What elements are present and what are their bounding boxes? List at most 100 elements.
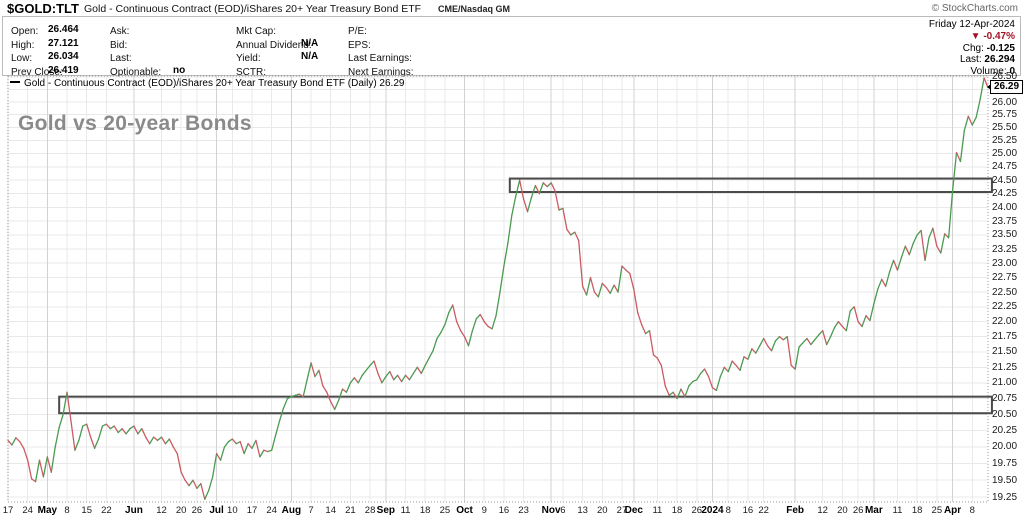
price-line-segment — [314, 369, 320, 378]
x-axis-day-label: 20 — [175, 505, 187, 516]
price-line-segment — [282, 397, 289, 409]
price-line-segment — [440, 323, 446, 334]
price-line-segment — [369, 360, 375, 367]
price-line-segment — [121, 428, 127, 435]
x-axis-month-label: 2024 — [701, 505, 724, 516]
price-line-segment — [538, 182, 544, 195]
chart-annotation-title: Gold vs 20-year Bonds — [18, 112, 252, 135]
x-axis-day-label: 14 — [325, 505, 336, 516]
y-axis-label: 23.50 — [992, 229, 1018, 241]
x-axis-day-label: 17 — [246, 505, 258, 516]
x-axis-day-label: 18 — [419, 505, 431, 516]
price-line-segment — [542, 182, 548, 188]
x-axis-day-label: 20 — [597, 505, 608, 516]
price-line-segment — [180, 471, 186, 481]
price-line-segment — [377, 372, 383, 384]
price-line-segment — [550, 182, 556, 192]
quote-field-value: no — [173, 64, 186, 76]
price-line-segment — [546, 182, 552, 188]
price-line-segment — [841, 325, 847, 332]
price-line-segment — [58, 413, 64, 429]
price-line-segment — [353, 377, 359, 384]
price-line-segment — [424, 357, 430, 367]
price-line-segment — [621, 265, 627, 271]
price-line-segment — [176, 452, 182, 473]
x-axis-day-label: 7 — [308, 505, 314, 516]
price-line-segment — [688, 380, 694, 387]
price-line-segment — [62, 391, 68, 416]
price-line-segment — [475, 313, 481, 320]
price-line-segment — [928, 227, 934, 239]
price-line-segment — [70, 420, 76, 451]
quote-date: Friday 12-Apr-2024 — [928, 19, 1015, 30]
price-line-segment — [786, 336, 792, 367]
price-line-segment — [581, 285, 588, 296]
price-line-segment — [27, 459, 33, 480]
x-axis-day-label: 6 — [560, 505, 566, 516]
price-line-segment — [904, 245, 910, 256]
price-line-segment — [759, 337, 765, 347]
quote-field-label: Next Earnings: — [348, 66, 414, 78]
price-line-segment — [192, 479, 198, 490]
price-line-segment — [467, 330, 474, 347]
price-line-segment — [971, 116, 977, 126]
price-line-segment — [629, 272, 635, 290]
price-line-segment — [184, 479, 190, 487]
quote-field-label: EPS: — [348, 39, 371, 51]
price-line-segment — [664, 385, 670, 397]
price-line-segment — [459, 330, 466, 338]
x-axis-month-label: Nov — [541, 505, 561, 516]
price-line-segment — [944, 233, 950, 239]
price-line-segment — [345, 382, 352, 393]
y-axis-label: 25.75 — [992, 109, 1018, 121]
price-line-segment — [707, 375, 714, 389]
price-line-segment — [896, 256, 903, 271]
price-line-segment — [947, 190, 954, 239]
price-line-segment — [822, 330, 828, 346]
price-line-segment — [798, 342, 804, 348]
quote-field-value: N/A — [301, 51, 319, 62]
price-line-segment — [337, 388, 344, 402]
price-line-segment — [471, 318, 478, 332]
price-line-segment — [294, 393, 300, 397]
price-line-segment — [412, 366, 418, 375]
x-axis-day-label: 24 — [22, 505, 33, 516]
price-line-segment — [15, 437, 21, 443]
quote-field: EPS: — [348, 37, 371, 51]
price-line-segment — [700, 368, 706, 375]
price-line-segment — [271, 434, 277, 451]
price-line-segment — [408, 372, 415, 381]
price-line-segment — [385, 370, 391, 378]
price-line-segment — [416, 366, 422, 375]
price-line-segment — [160, 436, 167, 445]
price-line-segment — [778, 336, 784, 341]
copyright-label: © StockCharts.com — [931, 3, 1018, 14]
y-axis-label: 19.75 — [992, 457, 1018, 469]
price-line-segment — [42, 456, 49, 478]
x-axis-day-label: 22 — [758, 505, 769, 516]
price-line-segment — [522, 198, 529, 213]
price-line-segment — [400, 374, 407, 383]
down-triangle-icon: ▼ — [970, 30, 981, 42]
y-axis-label: 22.75 — [992, 272, 1018, 284]
price-line-segment — [975, 98, 981, 118]
price-line-segment — [196, 482, 202, 490]
price-line-segment — [782, 336, 788, 341]
price-line-segment — [763, 337, 769, 347]
price-line-segment — [46, 456, 52, 473]
quote-change-value: 0 — [1009, 66, 1015, 78]
x-axis-month-label: Apr — [943, 505, 962, 516]
quote-field: Bid: — [110, 37, 127, 51]
x-axis-day-label: 21 — [345, 505, 356, 516]
y-axis-label: 20.25 — [992, 425, 1018, 437]
price-line-segment — [432, 337, 438, 352]
price-line-segment — [802, 337, 808, 344]
x-axis-day-label: 13 — [577, 505, 588, 516]
price-line-segment — [149, 436, 155, 445]
quote-field-label: Optionable: — [110, 66, 162, 78]
price-line-segment — [420, 364, 426, 375]
price-line-segment — [912, 234, 918, 245]
price-line-segment — [845, 310, 851, 332]
y-axis-label: 22.50 — [992, 286, 1018, 298]
